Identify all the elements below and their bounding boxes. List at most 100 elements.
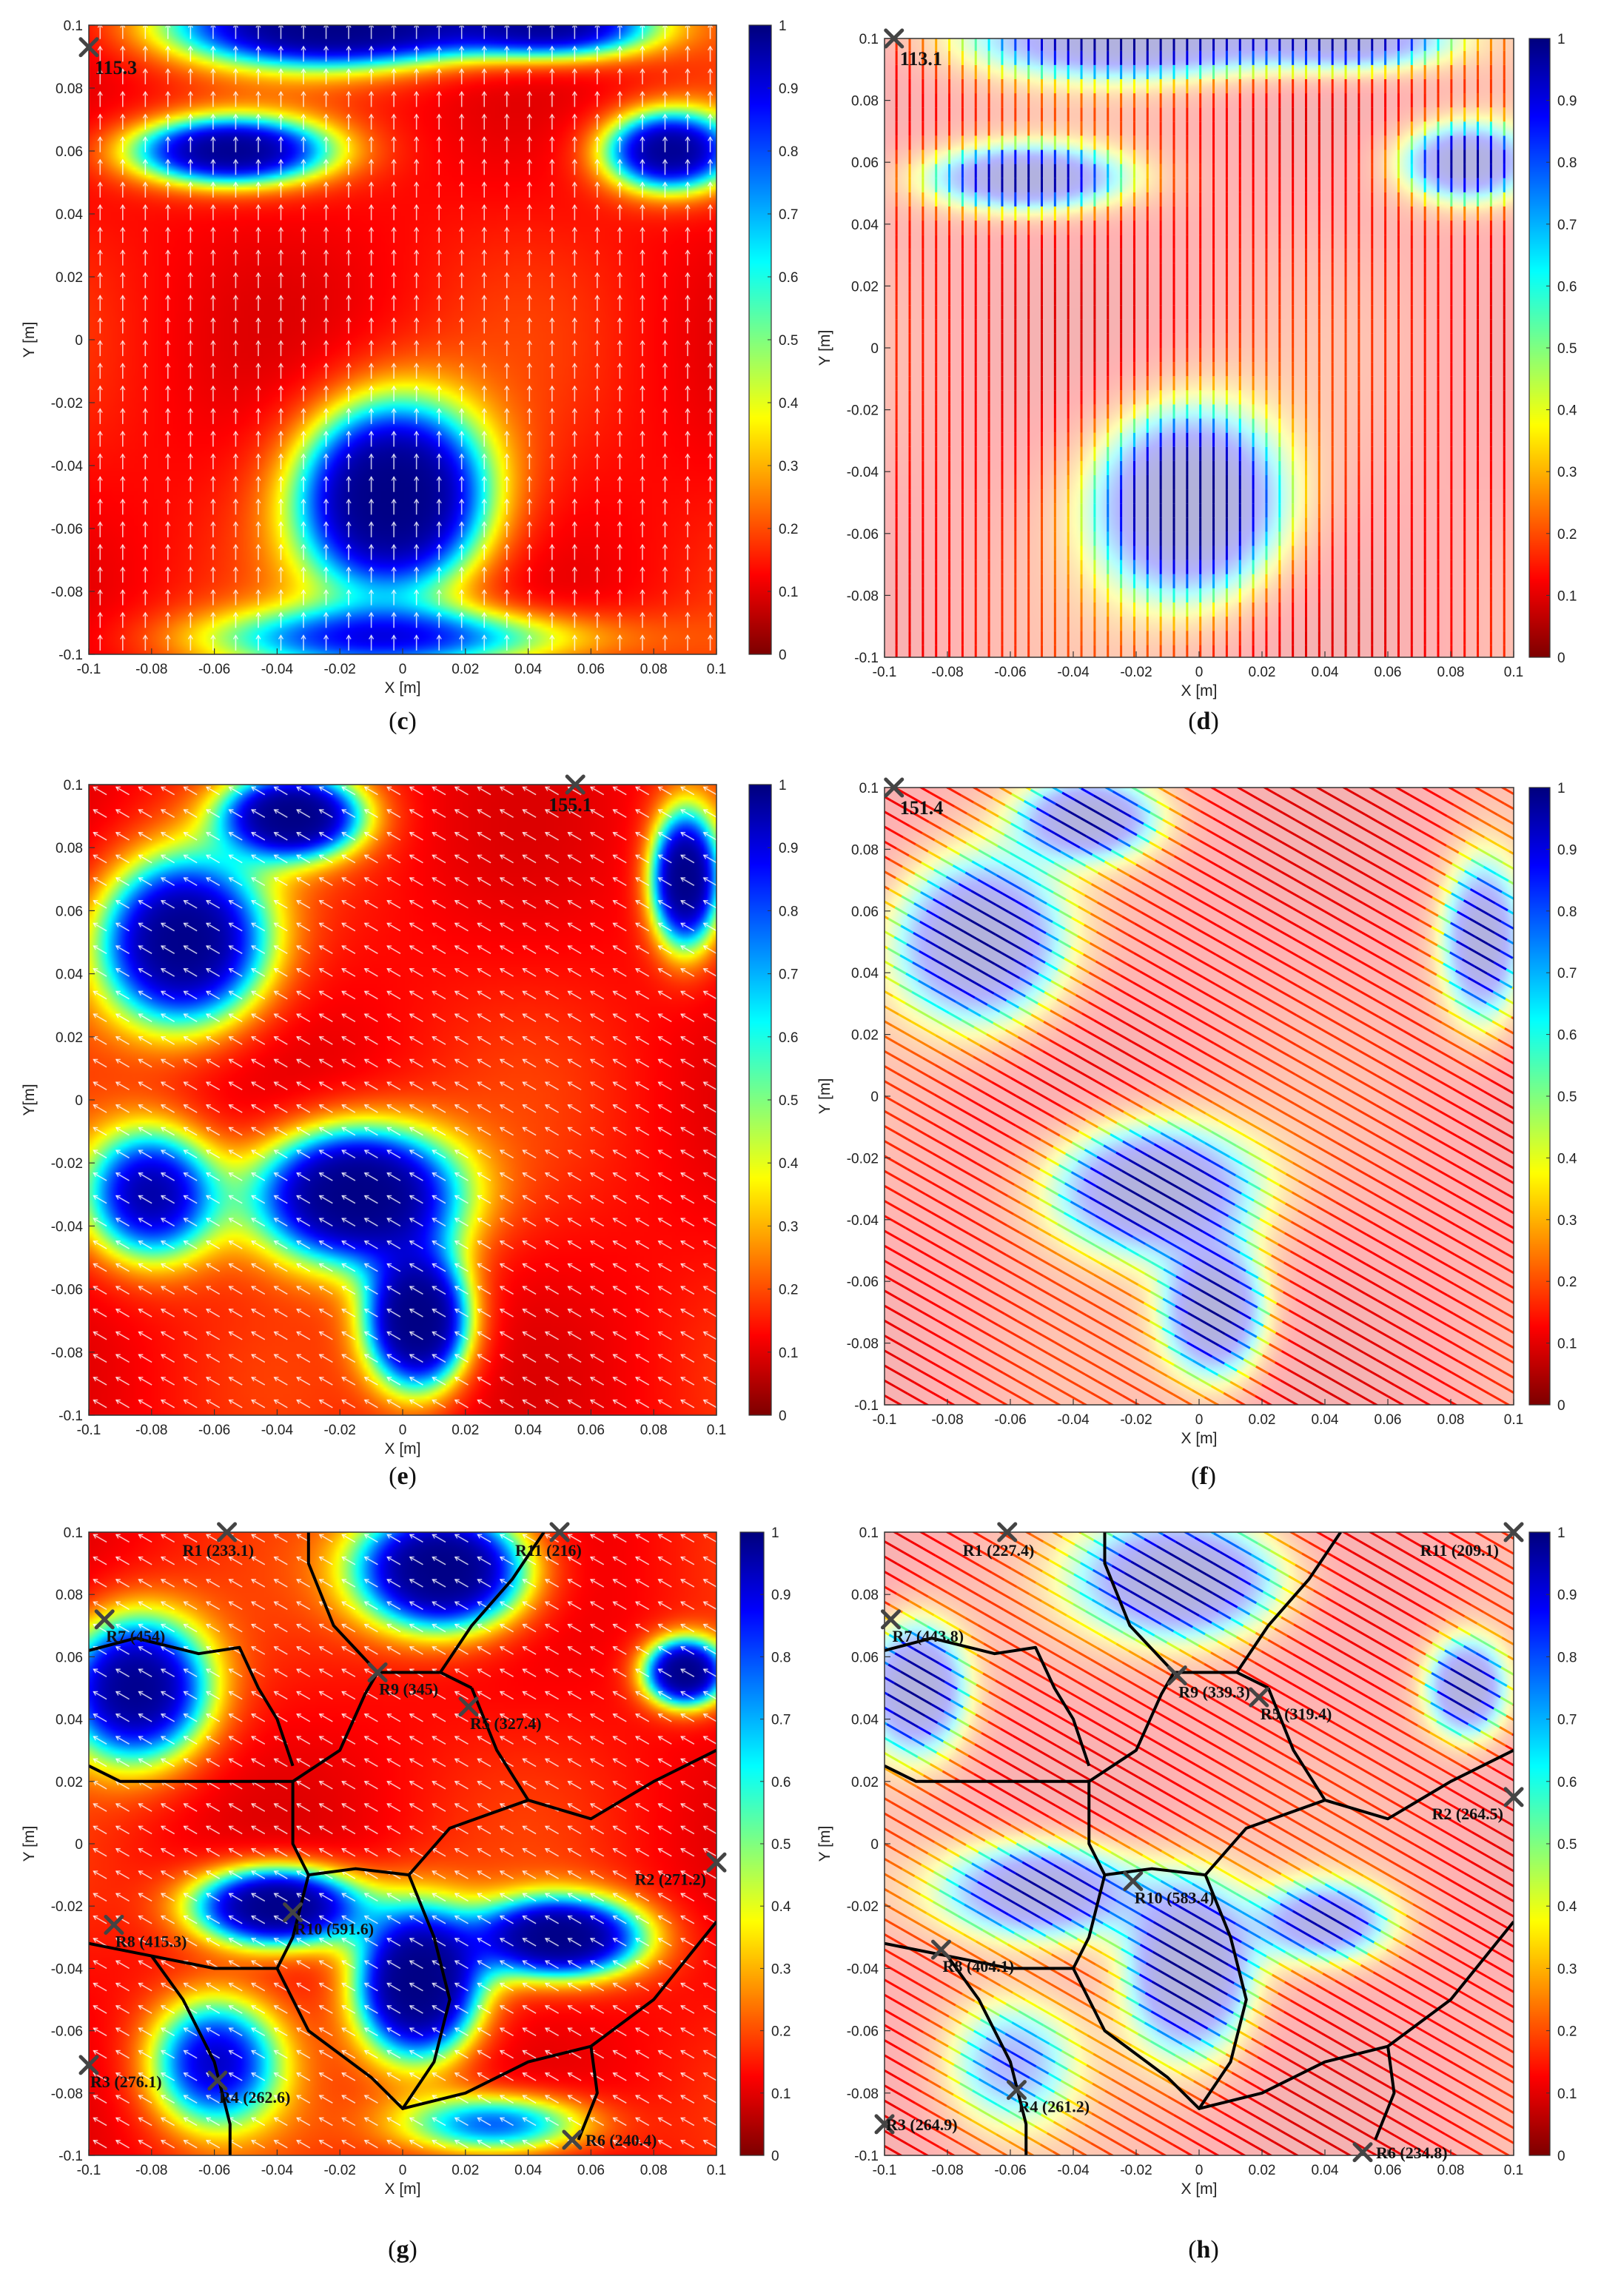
colorbar-tick-label: 0.2 bbox=[771, 2024, 791, 2040]
x-axis-label: X [m] bbox=[384, 2181, 420, 2198]
y-tick-label: -0.08 bbox=[51, 2087, 83, 2102]
y-tick-label: 0.02 bbox=[56, 270, 83, 286]
x-tick-label: 0.06 bbox=[577, 662, 605, 677]
colorbar-tick-label: 0 bbox=[779, 648, 787, 663]
colorbar: 0 0.1 0.2 0.3 0.4 0.5 0.6 0.7 0.8 0.9 1 bbox=[739, 1525, 791, 2164]
colorbar-tick-label: 0.9 bbox=[1557, 842, 1577, 858]
x-tick-label: -0.1 bbox=[77, 662, 101, 677]
panel-caption: (h) bbox=[1188, 2236, 1219, 2263]
marker: R4 (261.2) bbox=[1007, 2080, 1090, 2116]
colorbar-tick-label: 0.5 bbox=[779, 333, 798, 349]
x-tick-label: 0.04 bbox=[1312, 2163, 1339, 2178]
y-tick-label: -0.04 bbox=[51, 1219, 84, 1235]
panel-f: -0.1 -0.08 -0.06 -0.04 -0.02 0 0.02 0.04 0.06 0.0… bbox=[816, 777, 1577, 1447]
x-tick-label: -0.06 bbox=[198, 662, 230, 677]
y-tick-label: 0 bbox=[75, 1837, 83, 1853]
colorbar-tick-label: 0.6 bbox=[1557, 1028, 1577, 1044]
x-tick-label: 0.06 bbox=[1375, 665, 1402, 680]
x-tick-label: -0.08 bbox=[931, 1412, 963, 1428]
marker-cross bbox=[78, 2055, 99, 2075]
x-tick-label: -0.1 bbox=[873, 1412, 897, 1428]
y-tick-label: 0.06 bbox=[56, 144, 83, 160]
marker-cross bbox=[1503, 1522, 1524, 1543]
caption-paren-open: ( bbox=[1191, 1463, 1199, 1490]
y-tick-label: -0.08 bbox=[847, 2087, 879, 2102]
x-tick-label: 0.08 bbox=[640, 1423, 668, 1438]
colorbar-tick-label: 0.4 bbox=[1557, 403, 1577, 419]
x-tick-label: 0.08 bbox=[1437, 665, 1465, 680]
panel-caption: (e) bbox=[389, 1463, 417, 1490]
colorbar-tick-label: 0.1 bbox=[1557, 1337, 1577, 1352]
x-axis-label: X [m] bbox=[1181, 1430, 1217, 1447]
region-boundaries bbox=[885, 1532, 1514, 2155]
region-boundary bbox=[885, 1941, 1073, 1970]
y-tick-label: 0.04 bbox=[851, 1713, 879, 1728]
caption-letter: f bbox=[1199, 1463, 1208, 1490]
x-tick-label: -0.08 bbox=[135, 1423, 167, 1438]
colorbar-tick-label: 0 bbox=[1557, 1398, 1565, 1414]
y-tick-label: 0.08 bbox=[56, 81, 83, 97]
y-tick-label: 0.08 bbox=[851, 842, 879, 858]
y-tick-label: 0 bbox=[75, 333, 83, 349]
colorbar-tick-label: 0 bbox=[779, 1409, 787, 1424]
panel-caption: (f) bbox=[1191, 1463, 1216, 1490]
x-tick-label: -0.06 bbox=[198, 2163, 230, 2178]
x-tick-label: 0.1 bbox=[707, 662, 726, 677]
colorbar-tick-label: 0.3 bbox=[1557, 465, 1577, 480]
x-tick-label: -0.04 bbox=[261, 2163, 294, 2178]
marker: R2 (271.2) bbox=[634, 1852, 727, 1888]
marker-cross bbox=[997, 1522, 1018, 1543]
marker-cross bbox=[706, 1852, 727, 1873]
marker: R7 (443.8) bbox=[881, 1609, 964, 1645]
region-label: R9 (339.3) bbox=[1178, 1683, 1250, 1702]
y-tick-label: 0.1 bbox=[64, 778, 83, 793]
x-tick-label: -0.1 bbox=[873, 665, 897, 680]
marker-cross bbox=[884, 777, 905, 798]
y-axis-label: Y[m] bbox=[21, 1084, 38, 1115]
colorbar-tick-label: 0.8 bbox=[1557, 904, 1577, 920]
x-tick-label: -0.04 bbox=[1057, 1412, 1090, 1428]
region-label: R1 (233.1) bbox=[183, 1541, 255, 1560]
y-tick-label: 0.08 bbox=[851, 1588, 879, 1603]
y-tick-label: -0.1 bbox=[58, 648, 83, 663]
x-tick-label: 0.1 bbox=[1504, 665, 1523, 680]
region-label: R8 (415.3) bbox=[115, 1932, 187, 1950]
caption-paren-close: ) bbox=[1210, 2236, 1218, 2263]
y-tick-label: 0.02 bbox=[56, 1775, 83, 1790]
heatmap-field bbox=[89, 785, 716, 1415]
region-label: R2 (264.5) bbox=[1432, 1805, 1503, 1823]
region-boundary bbox=[470, 1687, 716, 1821]
colorbar-tick-label: 0.6 bbox=[779, 270, 798, 286]
colorbar-tick-label: 0.8 bbox=[1557, 1650, 1577, 1665]
marker: R6 (234.8) bbox=[1352, 2142, 1448, 2163]
colorbar-tick-label: 0.9 bbox=[779, 841, 798, 856]
marker-cross bbox=[931, 1939, 951, 1960]
x-tick-label: 0.04 bbox=[514, 662, 542, 677]
y-tick-label: -0.02 bbox=[51, 1899, 83, 1915]
y-tick-label: -0.04 bbox=[51, 1961, 84, 1977]
x-tick-label: 0 bbox=[399, 662, 407, 677]
colorbar-tick-label: 0.1 bbox=[1557, 2087, 1577, 2102]
colorbar-tick-label: 1 bbox=[1557, 1525, 1565, 1541]
caption-letter: c bbox=[397, 708, 408, 735]
region-label: R5 (319.4) bbox=[1261, 1705, 1332, 1723]
colorbar-tick-label: 0.1 bbox=[779, 1346, 798, 1361]
marker: R11 (216) bbox=[515, 1522, 582, 1560]
y-tick-label: -0.08 bbox=[51, 1346, 83, 1361]
x-tick-label: 0.06 bbox=[577, 1423, 605, 1438]
y-tick-label: -0.1 bbox=[854, 651, 879, 666]
y-tick-label: 0.06 bbox=[56, 904, 83, 919]
y-tick-label: -0.02 bbox=[51, 1156, 83, 1172]
marker-cross bbox=[94, 1609, 115, 1630]
x-tick-label: -0.02 bbox=[324, 1423, 356, 1438]
colorbar-tick-label: 0.4 bbox=[771, 1899, 791, 1915]
y-tick-label: 0.1 bbox=[64, 19, 83, 34]
marker-label: 155.1 bbox=[548, 794, 592, 816]
x-axis-label: X [m] bbox=[384, 679, 420, 696]
x-tick-label: 0 bbox=[399, 1423, 407, 1438]
marker-cross bbox=[881, 1609, 901, 1630]
colorbar-tick-label: 0.7 bbox=[779, 967, 798, 983]
y-tick-label: 0.06 bbox=[851, 904, 879, 920]
x-tick-label: 0.08 bbox=[1437, 2163, 1465, 2178]
